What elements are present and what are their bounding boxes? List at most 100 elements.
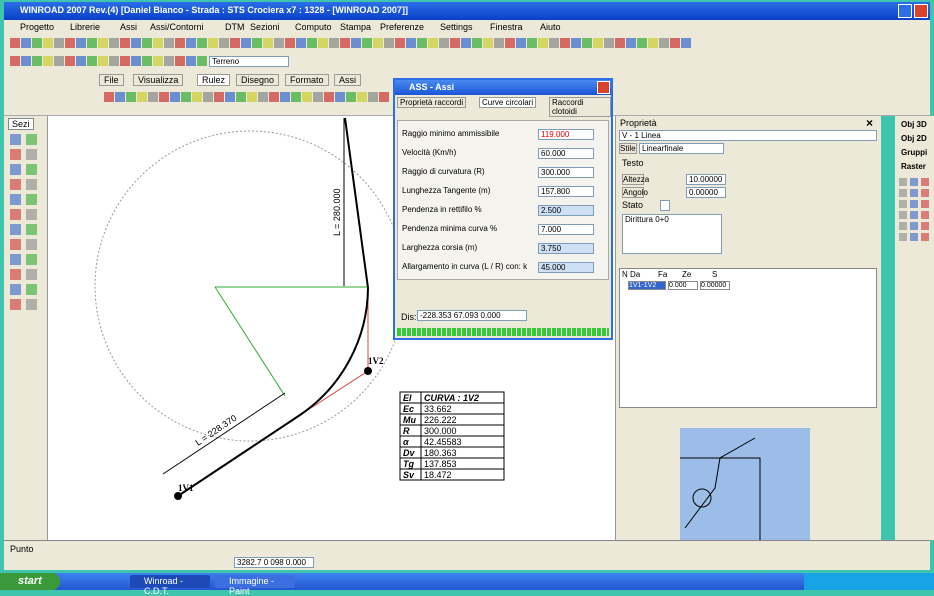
menu-item[interactable]: Progetto xyxy=(20,22,55,32)
toolbar-button[interactable] xyxy=(54,38,64,48)
tool-button[interactable] xyxy=(899,178,907,186)
tool-button[interactable] xyxy=(10,149,21,160)
toolbar-button[interactable] xyxy=(505,38,515,48)
toolbar-button[interactable] xyxy=(43,38,53,48)
tool-button[interactable] xyxy=(26,164,37,175)
tool-button[interactable] xyxy=(910,211,918,219)
toolbar-tab[interactable]: Formato xyxy=(285,74,329,86)
toolbar-button[interactable] xyxy=(604,38,614,48)
tool-button[interactable] xyxy=(899,233,907,241)
toolbar-button[interactable] xyxy=(170,92,180,102)
toolbar-button[interactable] xyxy=(648,38,658,48)
toolbar-button[interactable] xyxy=(203,92,213,102)
toolbar-button[interactable] xyxy=(10,38,20,48)
menu-item[interactable]: Stampa xyxy=(340,22,372,32)
menu-item[interactable]: Assi xyxy=(120,22,138,32)
toolbar-button[interactable] xyxy=(32,56,42,66)
dialog-tab[interactable]: Proprietà raccordi xyxy=(397,97,467,108)
toolbar-button[interactable] xyxy=(104,92,114,102)
toolbar-button[interactable] xyxy=(670,38,680,48)
toolbar-button[interactable] xyxy=(291,92,301,102)
field-value[interactable]: 157.800 xyxy=(538,186,594,197)
tool-button[interactable] xyxy=(910,200,918,208)
grid-cell[interactable]: 0.00000 xyxy=(700,281,730,290)
grid-cell[interactable]: 0.000 xyxy=(668,281,698,290)
tool-button[interactable] xyxy=(10,284,21,295)
toolbar-button[interactable] xyxy=(43,56,53,66)
toolbar-button[interactable] xyxy=(98,56,108,66)
toolbar-button[interactable] xyxy=(247,92,257,102)
task-button[interactable]: Winroad - C.D.T. xyxy=(130,575,210,596)
toolbar-button[interactable] xyxy=(164,38,174,48)
field-value[interactable]: 3.750 xyxy=(538,243,594,254)
tool-button[interactable] xyxy=(10,269,21,280)
task-button[interactable]: Immagine - Paint xyxy=(215,575,295,596)
tool-button[interactable] xyxy=(10,254,21,265)
toolbar-button[interactable] xyxy=(285,38,295,48)
side-tab[interactable]: Obj 3D xyxy=(901,120,927,129)
toolbar-button[interactable] xyxy=(219,38,229,48)
style-combo[interactable]: Linearfinale xyxy=(639,143,724,154)
toolbar-button[interactable] xyxy=(197,56,207,66)
toolbar-button[interactable] xyxy=(65,56,75,66)
menu-item[interactable]: Sezioni xyxy=(250,22,280,32)
tool-button[interactable] xyxy=(26,254,37,265)
toolbar-button[interactable] xyxy=(65,38,75,48)
tool-button[interactable] xyxy=(899,200,907,208)
toolbar-tab[interactable]: File xyxy=(99,74,124,86)
toolbar-button[interactable] xyxy=(153,38,163,48)
toolbar-button[interactable] xyxy=(274,38,284,48)
tool-button[interactable] xyxy=(10,239,21,250)
toolbar-button[interactable] xyxy=(379,92,389,102)
toolbar-button[interactable] xyxy=(571,38,581,48)
toolbar-button[interactable] xyxy=(395,38,405,48)
menu-item[interactable]: Aiuto xyxy=(540,22,561,32)
toolbar-button[interactable] xyxy=(280,92,290,102)
toolbar-button[interactable] xyxy=(225,92,235,102)
toolbar-button[interactable] xyxy=(54,56,64,66)
side-tab[interactable]: Obj 2D xyxy=(901,134,927,143)
toolbar-button[interactable] xyxy=(516,38,526,48)
toolbar-button[interactable] xyxy=(582,38,592,48)
toolbar-button[interactable] xyxy=(461,38,471,48)
field-value[interactable]: 300.000 xyxy=(538,167,594,178)
toolbar-button[interactable] xyxy=(241,38,251,48)
toolbar-button[interactable] xyxy=(637,38,647,48)
toolbar-button[interactable] xyxy=(384,38,394,48)
toolbar-button[interactable] xyxy=(175,38,185,48)
toolbar-button[interactable] xyxy=(307,38,317,48)
tool-button[interactable] xyxy=(10,164,21,175)
toolbar-button[interactable] xyxy=(302,92,312,102)
toolbar-button[interactable] xyxy=(192,92,202,102)
tool-button[interactable] xyxy=(26,149,37,160)
dialog-tab[interactable]: Curve circolari xyxy=(479,97,537,108)
tool-button[interactable] xyxy=(26,269,37,280)
toolbar-button[interactable] xyxy=(538,38,548,48)
toolbar-button[interactable] xyxy=(362,38,372,48)
menu-item[interactable]: Settings xyxy=(440,22,473,32)
panel-close[interactable]: × xyxy=(866,116,874,130)
tool-button[interactable] xyxy=(10,224,21,235)
tool-button[interactable] xyxy=(26,134,37,145)
toolbar-button[interactable] xyxy=(406,38,416,48)
tool-button[interactable] xyxy=(921,189,929,197)
tool-button[interactable] xyxy=(26,299,37,310)
toolbar-button[interactable] xyxy=(164,56,174,66)
tool-button[interactable] xyxy=(10,209,21,220)
close-button[interactable] xyxy=(914,4,928,18)
toolbar-button[interactable] xyxy=(335,92,345,102)
toolbar-button[interactable] xyxy=(626,38,636,48)
toolbar-button[interactable] xyxy=(87,38,97,48)
tool-button[interactable] xyxy=(910,178,918,186)
toolbar-button[interactable] xyxy=(126,92,136,102)
toolbar-button[interactable] xyxy=(681,38,691,48)
tool-button[interactable] xyxy=(10,134,21,145)
start-button[interactable]: start xyxy=(0,573,60,590)
checkbox[interactable] xyxy=(660,200,670,211)
tool-button[interactable] xyxy=(10,179,21,190)
menu-item[interactable]: Librerie xyxy=(70,22,101,32)
toolbar-button[interactable] xyxy=(142,56,152,66)
field-value[interactable]: 2.500 xyxy=(538,205,594,216)
toolbar-button[interactable] xyxy=(373,38,383,48)
toolbar-button[interactable] xyxy=(494,38,504,48)
